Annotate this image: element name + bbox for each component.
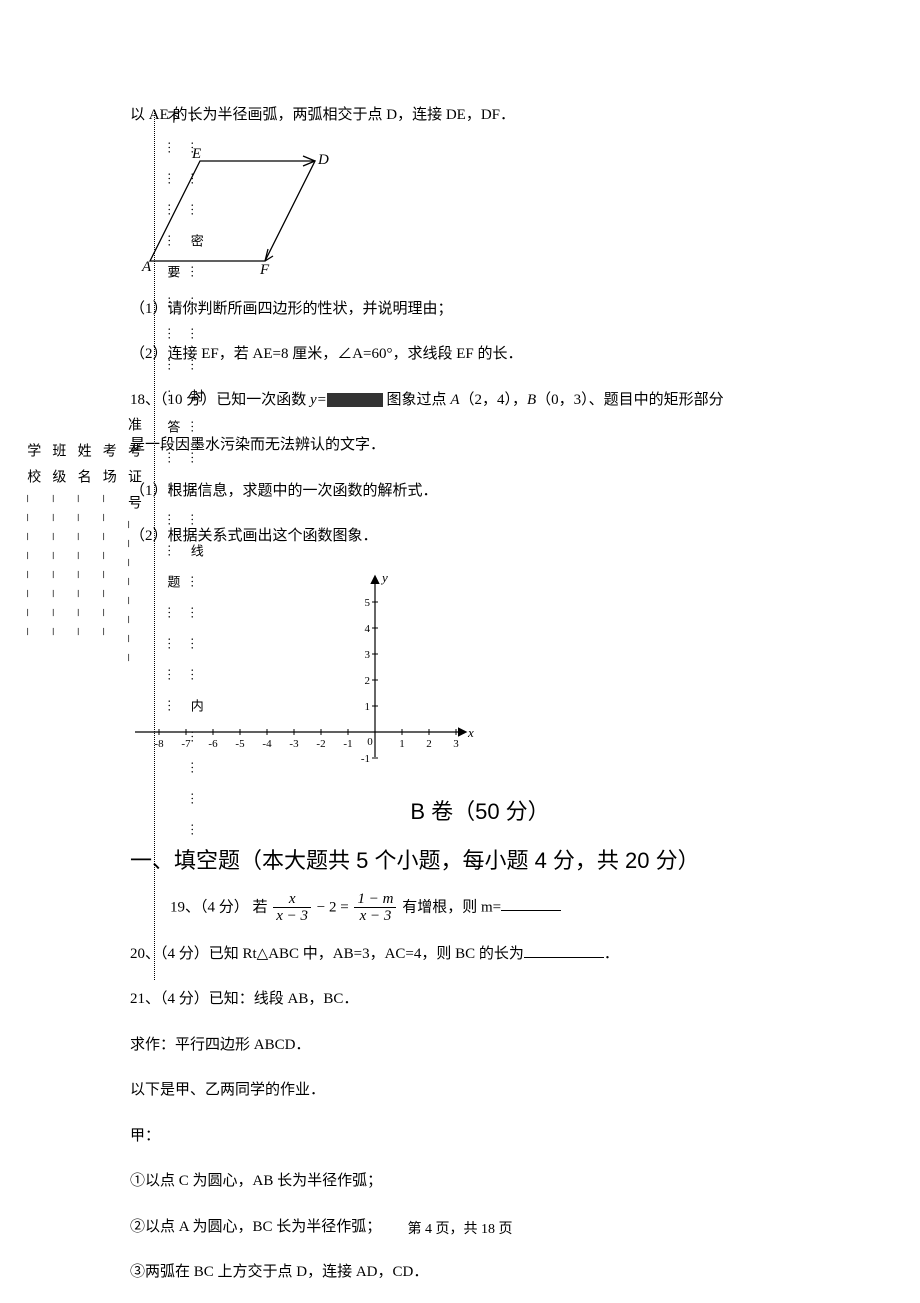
svg-text:-6: -6 [208,738,218,750]
sidebar-fields: 学校________ 班级________ 姓名________ 考场_____… [20,110,146,980]
svg-text:1: 1 [399,738,405,750]
label-E: E [191,146,201,162]
svg-text:1: 1 [365,701,371,713]
q17-part2: （2）连接 EF，若 AE=8 厘米，∠A=60°，求线段 EF 的长． [130,339,830,371]
q18-B: B [527,392,536,408]
field-room: 考场________ [96,443,121,647]
svg-text:5: 5 [365,597,371,609]
exam-sidebar: 学校________ 班级________ 姓名________ 考场_____… [20,110,80,980]
rhombus-figure: A E D F [140,146,830,276]
q20: 20、（4 分）已知 Rt△ABC 中，AB=3，AC=4，则 BC 的长为 ． [130,939,830,971]
svg-text:2: 2 [426,738,432,750]
svg-text:3: 3 [365,649,371,661]
fill-blank-title: 一、填空题（本大题共 5 个小题，每小题 4 分，共 20 分） [130,841,830,881]
svg-text:2: 2 [365,675,371,687]
field-class: 班级________ [45,443,70,647]
svg-text:4: 4 [365,623,371,635]
svg-text:-1: -1 [343,738,352,750]
ink-blot [327,393,383,407]
q18-B-coord: （0，3）、题目中的矩形部分 [536,392,724,408]
field-name: 姓名________ [70,443,95,647]
intro-line: 以 AE 的长为半径画弧，两弧相交于点 D，连接 DE，DF． [130,100,830,132]
q17-part1: （1）请你判断所画四边形的性状，并说明理由； [130,294,830,326]
q18-mid: 图象过点 [387,392,451,408]
svg-text:-3: -3 [289,738,299,750]
q18-line2: 是一段因墨水污染而无法辨认的文字． [130,430,830,462]
section-b-title: B 卷（50 分） [130,792,830,832]
q18-part1: （1）根据信息，求题中的一次函数的解析式． [130,476,830,508]
q20-text: 20、（4 分）已知 Rt△ABC 中，AB=3，AC=4，则 BC 的长为 [130,946,524,962]
q21-l4: 甲： [130,1121,830,1153]
svg-text:-8: -8 [154,738,164,750]
q18-line1: 18、（10 分）已知一次函数 y= 图象过点 A（2，4），B（0，3）、题目… [130,385,830,417]
svg-text:-5: -5 [235,738,245,750]
svg-text:y: y [380,570,388,585]
label-F: F [259,262,270,276]
svg-text:-1: -1 [361,753,370,765]
q19-blank [501,896,561,911]
svg-text:-4: -4 [262,738,272,750]
q19-pre: 19、（4 分） 若 [170,899,268,915]
field-school: 学校________ [20,443,45,647]
svg-text:0: 0 [367,736,373,748]
label-D: D [317,152,329,168]
q18-A-coord: （2，4）， [459,392,527,408]
coordinate-grid: -8 -7 -6 -5 -4 -3 -2 -1 0 1 2 3 1 2 3 4 … [130,567,830,777]
svg-text:3: 3 [453,738,459,750]
q21-l1: 21、（4 分）已知：线段 AB，BC． [130,984,830,1016]
q20-blank [524,943,604,958]
svg-text:-2: -2 [316,738,325,750]
q19-frac2: 1 − m x − 3 [354,891,396,925]
q19-post: 有增根，则 m= [402,899,501,915]
page-content: 以 AE 的长为半径画弧，两弧相交于点 D，连接 DE，DF． A E D F … [130,100,830,1303]
q21-l3: 以下是甲、乙两同学的作业． [130,1075,830,1107]
q21-l2: 求作：平行四边形 ABCD． [130,1030,830,1062]
q19: 19、（4 分） 若 x x − 3 − 2 = 1 − m x − 3 有增根… [130,891,830,925]
q21-l5: ①以点 C 为圆心，AB 长为半径作弧； [130,1166,830,1198]
q18-pre: 18、（10 分）已知一次函数 [130,392,310,408]
q19-frac1: x x − 3 [273,891,311,925]
page-footer: 第 4 页，共 18 页 [0,1217,920,1242]
q18-part2: （2）根据关系式画出这个函数图象． [130,521,830,553]
svg-text:-7: -7 [181,738,191,750]
q21-l7: ③两弧在 BC 上方交于点 D，连接 AD，CD． [130,1257,830,1289]
label-A: A [141,259,152,275]
q18-y: y= [310,392,327,408]
svg-text:x: x [467,725,474,740]
q20-end: ． [604,946,619,962]
q19-mid: − 2 = [317,899,353,915]
